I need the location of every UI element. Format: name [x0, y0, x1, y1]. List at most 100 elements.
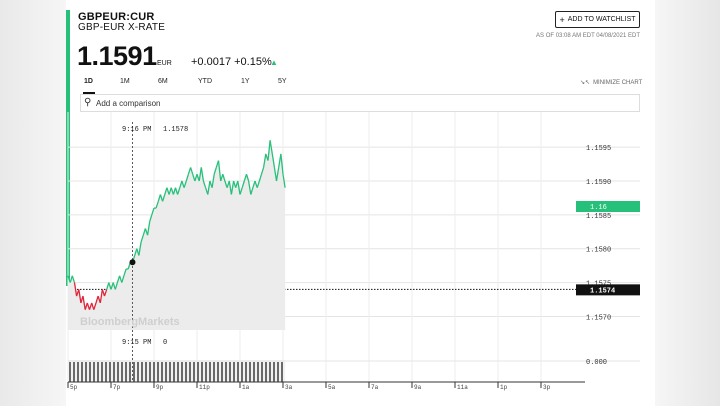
- price-line-segment: [118, 275, 123, 283]
- chart-axes: 1.15951.15901.15851.15801.15751.15705p7p…: [67, 122, 640, 391]
- price-currency: EUR: [157, 60, 172, 67]
- x-tick-label: 9a: [414, 384, 422, 391]
- add-to-watchlist-label: ADD TO WATCHLIST: [567, 16, 636, 23]
- previous-close-badge-label: 1.1574: [590, 287, 615, 295]
- price-line-segment: [222, 174, 226, 182]
- price-line-segment: [252, 180, 256, 188]
- price-line-segment: [159, 194, 164, 202]
- price-line-segment: [232, 180, 237, 188]
- active-tab-indicator: [83, 92, 95, 94]
- price-line-segment: [250, 187, 254, 195]
- price-line-segment: [78, 289, 82, 303]
- tab-1y[interactable]: 1Y: [241, 78, 250, 85]
- price-line-segment: [202, 180, 207, 188]
- price-line-segment: [151, 207, 155, 216]
- price-line-segment: [161, 194, 166, 202]
- price-line-segment: [207, 180, 211, 195]
- price-line-segment: [230, 180, 235, 195]
- price-line-segment: [224, 180, 228, 188]
- plus-icon: +: [559, 14, 565, 25]
- price-line-segment: [176, 187, 181, 195]
- page-background-left: [0, 0, 66, 406]
- price-line-segment: [185, 174, 190, 182]
- price-line-segment: [88, 302, 93, 310]
- comparison-search: ⚲: [80, 94, 640, 112]
- price-line-segment: [198, 167, 202, 182]
- tab-1d[interactable]: 1D: [84, 78, 93, 85]
- price-line-segment: [254, 180, 258, 188]
- price-line-segment: [258, 174, 263, 182]
- price-line-segment: [138, 241, 142, 256]
- price-line-segment: [84, 302, 88, 310]
- price-line-segment: [101, 289, 106, 297]
- crosshair-volume-value-label: 0: [163, 339, 167, 347]
- price-line-segment: [166, 187, 170, 195]
- watermark-logo: BloombergMarkets: [80, 316, 180, 328]
- price-line-segment: [123, 268, 127, 277]
- price-line-segment: [189, 167, 194, 175]
- price-line-segment: [217, 160, 222, 182]
- price-line-segment: [275, 167, 280, 182]
- price-line-segment: [280, 153, 284, 175]
- price-line-segment: [164, 187, 168, 195]
- x-tick-label: 7p: [113, 384, 121, 391]
- ticker-symbol: GBPEUR:CUR: [78, 11, 155, 23]
- price-line-segment: [243, 173, 248, 182]
- price-line-segment: [245, 174, 250, 182]
- price-line-segment: [282, 174, 286, 188]
- price-line-segment: [67, 275, 71, 283]
- price-line-segment: [142, 228, 147, 236]
- price-line-segment: [172, 187, 177, 195]
- y-tick-label: 1.1570: [586, 314, 611, 322]
- chart-volume: [68, 360, 640, 382]
- price-line-segment: [71, 275, 76, 283]
- x-tick-label: 3p: [543, 384, 551, 391]
- x-tick-label: 5p: [70, 384, 78, 391]
- comparison-search-input[interactable]: [96, 97, 496, 109]
- x-tick-label: 3a: [285, 384, 293, 391]
- tab-6m[interactable]: 6M: [158, 78, 168, 85]
- price-line-segment: [134, 248, 138, 256]
- crosshair-volume-time-label: 9:15 PM: [122, 339, 151, 347]
- price-line-segment: [269, 140, 273, 155]
- price-line-segment: [267, 140, 271, 161]
- price-line-segment: [192, 173, 196, 182]
- price-line-segment: [103, 289, 108, 297]
- price-line-segment: [262, 153, 267, 168]
- tab-ytd[interactable]: YTD: [198, 78, 212, 85]
- y-tick-label: 1.1585: [586, 213, 611, 221]
- price-line-segment: [220, 174, 224, 182]
- price-line-segment: [114, 282, 119, 290]
- y-tick-label: 1.1595: [586, 145, 611, 153]
- price-line-segment: [194, 174, 198, 182]
- tab-1m[interactable]: 1M: [120, 78, 130, 85]
- crosshair-value-label: 1.1578: [163, 126, 188, 134]
- current-price-badge-label: 1.16: [590, 204, 607, 212]
- price-line-segment: [73, 282, 78, 297]
- price-line-segment: [237, 180, 241, 195]
- tab-5y[interactable]: 5Y: [278, 78, 287, 85]
- price-line-segment: [155, 201, 159, 209]
- price-line-segment: [213, 167, 217, 175]
- price-line-segment: [82, 295, 86, 310]
- price-line-segment: [273, 167, 278, 182]
- price-line-segment: [174, 187, 179, 195]
- price-line-segment: [228, 180, 233, 195]
- price-line-segment: [183, 180, 187, 188]
- crosshair-point: [129, 259, 136, 266]
- x-tick-label: 1p: [500, 384, 508, 391]
- volume-axis-label: 0.000: [586, 359, 607, 367]
- price-line-segment: [247, 180, 252, 195]
- price-line-segment: [157, 194, 162, 202]
- y-tick-label: 1.1580: [586, 247, 611, 255]
- price-line-segment: [181, 180, 185, 188]
- price-line-segment: [260, 167, 265, 175]
- price-line-segment: [168, 187, 172, 195]
- price-line-segment: [211, 174, 215, 188]
- add-to-watchlist-button[interactable]: + ADD TO WATCHLIST: [555, 11, 640, 28]
- minimize-chart-button[interactable]: ↘↖ MINIMIZE CHART: [580, 79, 642, 86]
- price-line-segment: [106, 282, 110, 290]
- price-line-segment: [179, 180, 183, 188]
- price-line-segment: [99, 289, 104, 303]
